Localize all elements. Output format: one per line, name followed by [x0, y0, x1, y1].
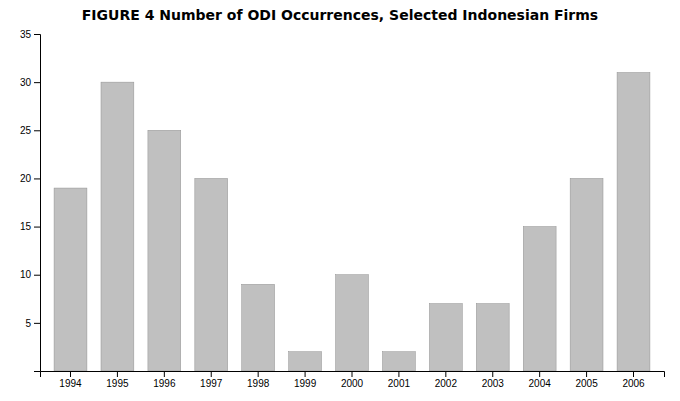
y-tick-mark: [34, 130, 40, 131]
bar: [617, 73, 650, 371]
y-tick-label: 15: [20, 221, 32, 232]
y-tick: 20: [20, 173, 40, 184]
bar: [101, 82, 134, 371]
x-tick-mark: [164, 371, 165, 377]
x-tick-mark: [70, 371, 71, 377]
y-tick-label: 5: [25, 318, 31, 329]
bar: [382, 352, 415, 371]
y-tick-mark: [34, 275, 40, 276]
bar: [429, 304, 462, 371]
y-tick-label: 10: [20, 269, 32, 280]
x-tick-label: 2003: [482, 378, 505, 389]
x-tick-mark: [586, 371, 587, 377]
y-tick-label: 25: [20, 125, 32, 136]
y-axis-line: [34, 35, 41, 372]
y-tick-mark: [34, 323, 40, 324]
x-tick: 1997: [200, 371, 223, 389]
y-tick-mark: [34, 82, 40, 83]
y-tick: 15: [20, 221, 40, 232]
bar: [148, 130, 181, 371]
x-tick: 2001: [388, 371, 411, 389]
y-tick-label: 30: [20, 77, 32, 88]
y-tick-mark: [34, 178, 40, 179]
x-tick-mark: [258, 371, 259, 377]
y-tick: 25: [20, 125, 40, 136]
x-tick-label: 1999: [294, 378, 317, 389]
bar: [570, 178, 603, 371]
y-tick-label: 35: [20, 29, 32, 40]
x-tick-mark: [211, 371, 212, 377]
bar: [476, 304, 509, 371]
x-tick-mark: [539, 371, 540, 377]
y-tick-mark: [34, 34, 40, 35]
x-tick: 2002: [435, 371, 458, 389]
x-tick-label: 1994: [59, 378, 82, 389]
x-tick-label: 1996: [153, 378, 176, 389]
x-tick-label: 2001: [388, 378, 411, 389]
y-tick-label: 20: [20, 173, 32, 184]
x-tick: 2006: [622, 371, 645, 389]
x-tick: 2000: [341, 371, 364, 389]
x-tick-mark: [633, 371, 634, 377]
x-tick-label: 2004: [529, 378, 552, 389]
y-tick: 35: [20, 29, 40, 40]
x-tick-mark: [117, 371, 118, 377]
x-axis-line: [41, 372, 665, 378]
x-tick: 1999: [294, 371, 317, 389]
x-tick-label: 2000: [341, 378, 364, 389]
bar: [242, 284, 275, 371]
x-axis: 1994 1995 1996 1997 1998 1999 2000 2001 2002 2003…: [41, 371, 665, 389]
x-tick: 1996: [153, 371, 176, 389]
x-tick-mark: [305, 371, 306, 377]
plot-area: 1994 1995 1996 1997 1998 1999 2000 2001 2002 2003…: [20, 29, 665, 389]
x-tick-label: 1995: [106, 378, 129, 389]
x-tick-mark: [398, 371, 399, 377]
x-tick: 2003: [482, 371, 505, 389]
y-tick: 5: [25, 318, 40, 329]
bars: [54, 73, 650, 371]
x-tick-label: 2005: [575, 378, 598, 389]
bar: [289, 352, 322, 371]
bar: [54, 188, 87, 371]
bar: [336, 275, 369, 371]
x-tick: 2004: [529, 371, 552, 389]
x-tick-mark: [352, 371, 353, 377]
y-axis: 5 10 15 20 25 30 35: [20, 29, 41, 372]
x-tick-label: 2002: [435, 378, 458, 389]
bar: [195, 178, 228, 371]
x-tick: 1994: [59, 371, 82, 389]
x-tick: 1995: [106, 371, 129, 389]
chart-title: FIGURE 4 Number of ODI Occurrences, Sele…: [82, 7, 598, 23]
y-tick-mark: [34, 227, 40, 228]
x-tick-label: 1997: [200, 378, 223, 389]
y-tick: 30: [20, 77, 40, 88]
x-tick-label: 1998: [247, 378, 270, 389]
y-tick: 10: [20, 269, 40, 280]
x-tick-mark: [492, 371, 493, 377]
x-tick-mark: [445, 371, 446, 377]
x-tick-label: 2006: [622, 378, 645, 389]
x-tick: 2005: [575, 371, 598, 389]
chart-svg: FIGURE 4 Number of ODI Occurrences, Sele…: [0, 0, 680, 401]
bar: [523, 227, 556, 371]
x-tick: 1998: [247, 371, 270, 389]
